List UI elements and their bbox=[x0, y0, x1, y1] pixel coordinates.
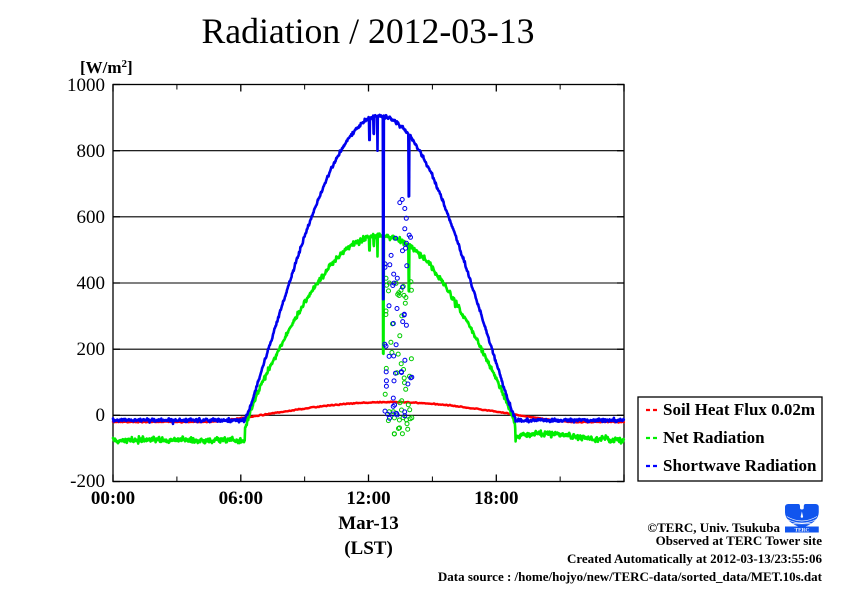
svg-text:800: 800 bbox=[77, 141, 106, 162]
svg-text:200: 200 bbox=[77, 339, 106, 360]
svg-text:600: 600 bbox=[77, 207, 106, 228]
svg-text:Observed at TERC Tower site: Observed at TERC Tower site bbox=[656, 533, 823, 548]
svg-text:Net Radiation: Net Radiation bbox=[663, 428, 765, 447]
svg-text:TERC: TERC bbox=[795, 528, 810, 534]
svg-text:06:00: 06:00 bbox=[219, 488, 263, 509]
svg-text:400: 400 bbox=[77, 273, 106, 294]
svg-text:00:00: 00:00 bbox=[91, 488, 135, 509]
svg-text:0: 0 bbox=[96, 405, 106, 426]
svg-text:Shortwave Radiation: Shortwave Radiation bbox=[663, 456, 817, 475]
svg-text:Radiation / 2012-03-13: Radiation / 2012-03-13 bbox=[201, 11, 534, 51]
svg-text:Mar-13: Mar-13 bbox=[338, 513, 399, 534]
svg-text:Created Automatically at 2012-: Created Automatically at 2012-03-13/23:5… bbox=[567, 551, 823, 566]
svg-text:18:00: 18:00 bbox=[474, 488, 518, 509]
svg-text:12:00: 12:00 bbox=[346, 488, 390, 509]
svg-text:(LST): (LST) bbox=[344, 538, 393, 559]
svg-text:1000: 1000 bbox=[67, 75, 105, 96]
svg-text:Soil Heat Flux 0.02m: Soil Heat Flux 0.02m bbox=[663, 400, 815, 419]
svg-text:Data source : /home/hojyo/new/: Data source : /home/hojyo/new/TERC-data/… bbox=[438, 569, 823, 584]
